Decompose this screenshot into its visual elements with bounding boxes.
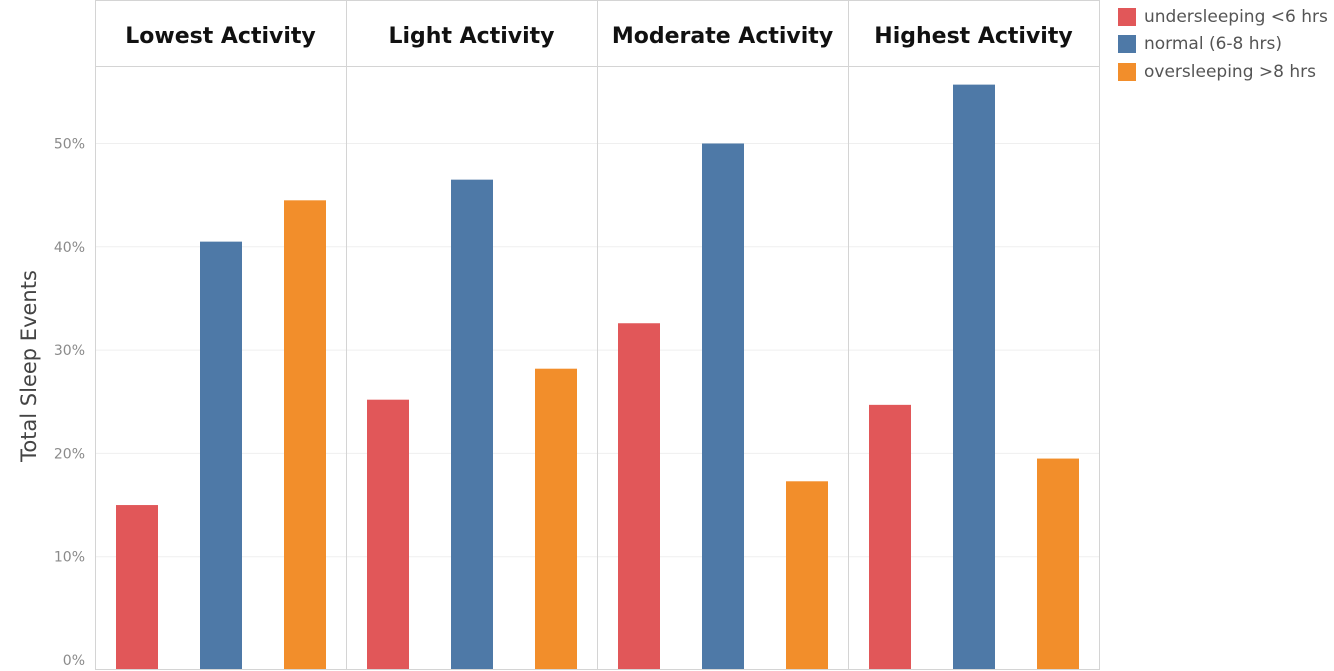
panel-header-label: Light Activity	[388, 24, 554, 49]
legend: undersleeping <6 hrs normal (6-8 hrs) ov…	[1118, 3, 1328, 86]
legend-label-normal: normal (6-8 hrs)	[1144, 34, 1283, 55]
legend-swatch-oversleeping	[1118, 62, 1136, 81]
panel-header-label: Lowest Activity	[125, 24, 316, 49]
panel-header-box	[346, 0, 598, 67]
bar[interactable]	[618, 323, 660, 669]
legend-label-undersleeping: undersleeping <6 hrs	[1144, 6, 1328, 27]
y-tick-label: 50%	[54, 137, 85, 153]
bar[interactable]	[702, 143, 744, 670]
panel-header-box	[848, 0, 1100, 67]
bar[interactable]	[786, 481, 828, 669]
y-tick-label: 0%	[63, 653, 85, 669]
bar[interactable]	[953, 84, 995, 669]
y-axis-title: Total Sleep Events	[17, 270, 41, 463]
panel-header-box	[597, 0, 849, 67]
bars	[116, 84, 1079, 670]
panel-headers: Lowest Activity Light Activity Moderate Ac…	[95, 0, 1100, 67]
bar[interactable]	[535, 368, 577, 669]
legend-item-undersleeping[interactable]: undersleeping <6 hrs	[1118, 3, 1328, 31]
bar[interactable]	[116, 505, 158, 669]
panel-header-label: Highest Activity	[874, 24, 1072, 49]
bar[interactable]	[200, 241, 242, 669]
panel-header-label: Moderate Activity	[612, 24, 833, 49]
bar[interactable]	[1037, 458, 1079, 669]
y-tick-label: 30%	[54, 343, 85, 359]
legend-label-oversleeping: oversleeping >8 hrs	[1144, 61, 1316, 82]
panel-frames	[95, 66, 1100, 670]
y-tick-label: 20%	[54, 446, 85, 462]
bar[interactable]	[367, 399, 409, 669]
legend-item-normal[interactable]: normal (6-8 hrs)	[1118, 31, 1328, 59]
legend-swatch-undersleeping	[1118, 7, 1136, 26]
y-axis-ticks: 0% 10% 20% 30% 40% 50%	[54, 137, 85, 670]
bar[interactable]	[284, 200, 326, 669]
legend-item-oversleeping[interactable]: oversleeping >8 hrs	[1118, 58, 1328, 86]
y-tick-label: 40%	[54, 240, 85, 256]
bar[interactable]	[451, 179, 493, 669]
legend-swatch-normal	[1118, 35, 1136, 54]
y-tick-label: 10%	[54, 550, 85, 566]
bar[interactable]	[869, 404, 911, 669]
